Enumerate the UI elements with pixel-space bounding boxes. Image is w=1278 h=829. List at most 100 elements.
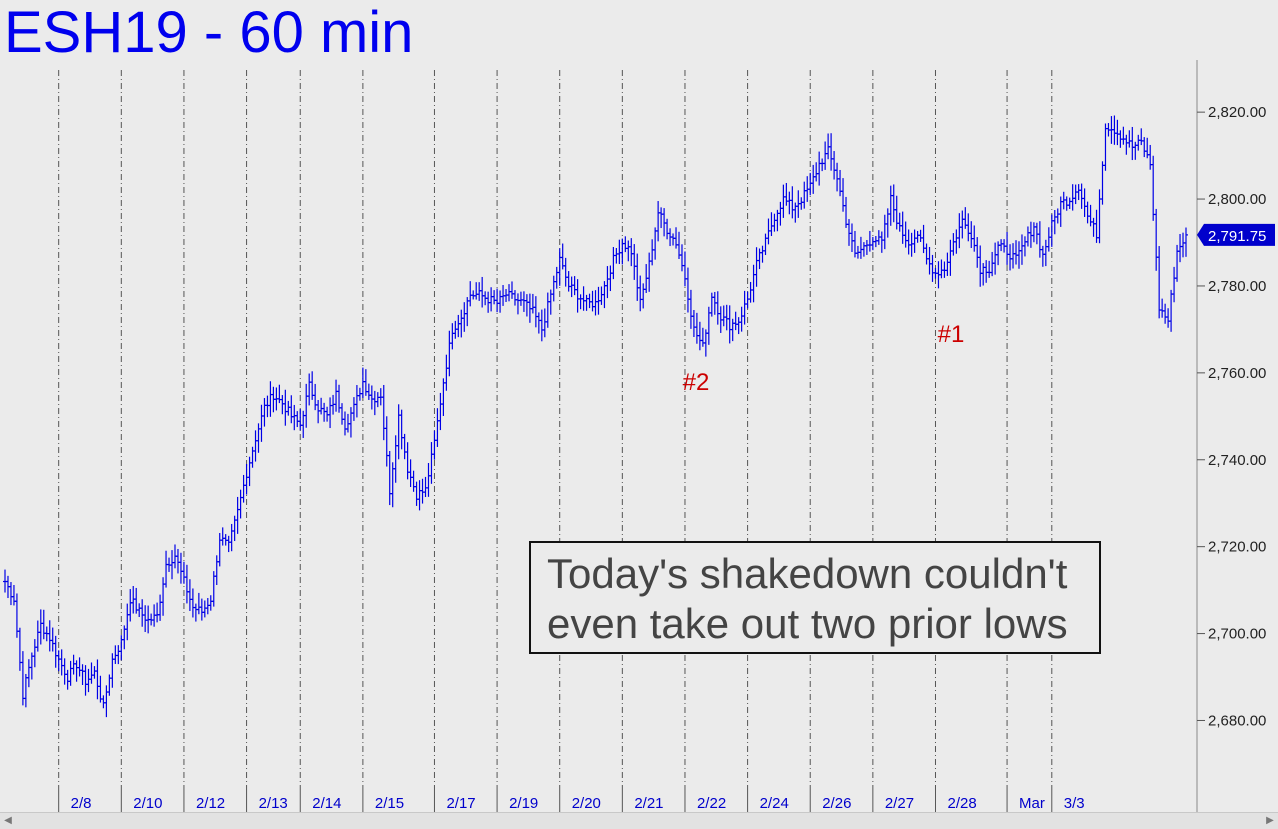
price-bars	[3, 115, 1188, 718]
price-bar	[536, 312, 541, 334]
price-bar	[244, 463, 249, 495]
price-bar	[366, 383, 371, 400]
price-bar	[495, 288, 500, 313]
price-bar	[870, 236, 875, 251]
date-label: Mar	[1019, 795, 1045, 812]
price-bar	[450, 323, 455, 350]
price-bar	[921, 224, 926, 254]
price-bar	[1154, 208, 1159, 271]
price-bar	[280, 395, 285, 415]
date-label: 2/8	[71, 795, 92, 812]
price-bar	[790, 186, 795, 219]
price-bar	[849, 223, 854, 252]
price-bar	[572, 276, 577, 296]
price-bar	[372, 390, 377, 416]
price-bar	[682, 251, 687, 287]
price-bar	[739, 306, 744, 332]
price-bar	[1139, 128, 1144, 146]
price-bar	[563, 257, 568, 287]
price-bar	[155, 602, 160, 623]
price-bar	[187, 579, 192, 611]
price-bar	[691, 310, 696, 338]
last-price-badge: 2,791.75	[1197, 223, 1275, 246]
price-bar	[629, 238, 634, 267]
price-bar	[557, 248, 562, 286]
price-bar	[125, 603, 130, 641]
date-label: 2/26	[822, 795, 851, 812]
price-bar	[1028, 221, 1033, 248]
scroll-right-icon[interactable]: ▶	[1266, 815, 1274, 826]
price-bar	[641, 283, 646, 309]
price-bar	[369, 385, 374, 410]
date-label: 2/19	[509, 795, 538, 812]
price-tick-label: 2,820.00	[1208, 104, 1266, 121]
price-bar	[861, 242, 866, 257]
price-bar	[882, 214, 887, 250]
price-bar	[778, 201, 783, 226]
price-bar	[533, 296, 538, 328]
price-bar	[20, 651, 25, 706]
price-bar	[277, 384, 282, 404]
price-bar	[671, 233, 676, 246]
price-bar	[1046, 227, 1051, 252]
price-bar	[608, 265, 613, 292]
price-bar	[435, 408, 440, 447]
price-bar	[1049, 214, 1054, 247]
price-bar	[981, 263, 986, 286]
price-bar	[175, 548, 180, 574]
price-bar	[697, 321, 702, 351]
price-bar	[551, 275, 556, 302]
price-bar	[238, 489, 243, 519]
horizontal-scrollbar[interactable]: ◀ ▶	[0, 812, 1278, 829]
price-bar	[181, 561, 186, 584]
price-bar	[399, 409, 404, 450]
price-bar	[447, 330, 452, 377]
price-tick-label: 2,720.00	[1208, 539, 1266, 556]
price-bar	[268, 381, 273, 417]
price-bar	[1019, 234, 1024, 265]
price-bar	[322, 402, 327, 422]
price-bar	[480, 276, 485, 308]
price-bar	[438, 392, 443, 431]
price-bar	[653, 227, 658, 260]
price-bar	[891, 184, 896, 223]
price-bar	[459, 309, 464, 338]
price-bar	[605, 266, 610, 299]
annotation-line-1: Today's shakedown couldn't	[547, 550, 1068, 597]
price-bar	[8, 582, 13, 606]
price-bar	[256, 423, 261, 453]
price-bar	[841, 178, 846, 212]
price-bar	[548, 289, 553, 315]
price-bar	[35, 620, 40, 652]
price-bar	[307, 373, 312, 406]
price-bar	[957, 213, 962, 249]
price-bar	[289, 395, 294, 424]
price-bar	[1088, 204, 1093, 227]
price-bar	[879, 231, 884, 253]
scroll-left-icon[interactable]: ◀	[4, 815, 12, 826]
price-bar	[1076, 184, 1081, 201]
price-bar	[509, 281, 514, 299]
price-bar	[578, 294, 583, 310]
price-bar	[844, 196, 849, 228]
price-bar	[53, 635, 58, 668]
price-bar	[832, 151, 837, 180]
price-bar	[295, 411, 300, 428]
price-bar	[220, 527, 225, 546]
price-bar	[1025, 226, 1030, 247]
price-bar	[11, 584, 16, 606]
price-bar	[542, 308, 547, 338]
price-bar	[202, 600, 207, 618]
price-bar	[83, 665, 88, 696]
price-bar	[969, 221, 974, 248]
date-label: 2/21	[634, 795, 663, 812]
price-bar	[1103, 123, 1108, 171]
price-bar	[328, 397, 333, 429]
price-bar	[1172, 266, 1177, 303]
price-bar	[530, 293, 535, 314]
date-label: 2/17	[446, 795, 475, 812]
price-bar	[987, 260, 992, 278]
price-axis: 2,680.00 2,700.00 2,720.00 2,740.00 2,760.00…	[1196, 60, 1275, 812]
price-bar	[354, 385, 359, 418]
price-bar	[978, 245, 983, 287]
